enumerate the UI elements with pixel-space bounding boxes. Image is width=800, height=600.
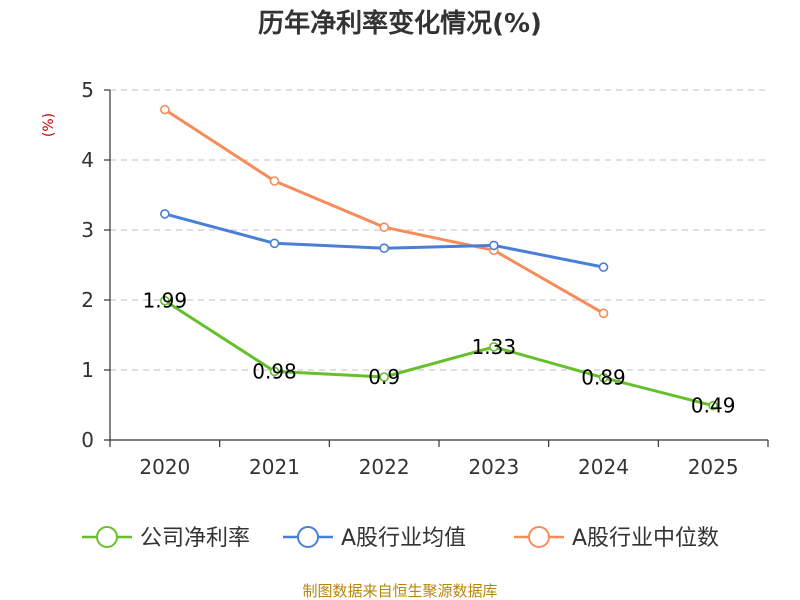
legend-marker xyxy=(297,526,319,548)
series-line-0 xyxy=(164,299,714,408)
data-point-1-2020 xyxy=(160,209,170,219)
y-axis-label: (%) xyxy=(41,113,57,137)
data-point-0-2021 xyxy=(269,366,280,377)
legend-label: A股行业均值 xyxy=(341,526,466,551)
data-label-2024: 0.89 xyxy=(581,366,626,390)
x-tick-label-2022: 2022 xyxy=(359,455,410,479)
series-group xyxy=(160,104,718,411)
legend[interactable]: 公司净利率 A股行业均值 A股行业中位数 xyxy=(82,526,719,551)
legend-item-0[interactable]: 公司净利率 xyxy=(82,526,250,551)
data-point-0-2024 xyxy=(598,372,609,383)
data-point-1-2024 xyxy=(598,262,609,272)
data-label-2022: 0.9 xyxy=(368,365,400,389)
data-labels: 1.99 0.98 0.9 1.33 0.89 0.49 xyxy=(143,289,736,418)
data-point-2-2024 xyxy=(598,308,609,319)
y-tick-label: 2 xyxy=(81,288,94,312)
source-footer: 制图数据来自恒生聚源数据库 xyxy=(302,582,497,600)
y-tick-label: 0 xyxy=(81,428,94,452)
series-line-1 xyxy=(164,212,604,269)
data-label-2020: 1.99 xyxy=(143,289,188,313)
data-point-2-2020 xyxy=(160,104,170,115)
data-point-0-2023 xyxy=(489,342,499,352)
series-line-2 xyxy=(164,108,605,315)
legend-label: A股行业中位数 xyxy=(572,526,719,551)
data-point-0-2022 xyxy=(379,372,389,382)
data-point-2-2021 xyxy=(269,176,280,186)
x-tick-label-2024: 2024 xyxy=(578,455,629,479)
y-tick-label: 5 xyxy=(81,78,94,102)
y-tick-label: 1 xyxy=(81,358,94,382)
x-tick-label-2023: 2023 xyxy=(468,455,519,479)
data-point-0-2025 xyxy=(708,400,718,411)
legend-item-1[interactable]: A股行业均值 xyxy=(283,526,466,551)
y-tick-label: 3 xyxy=(81,218,94,242)
legend-label: 公司净利率 xyxy=(140,526,250,551)
data-label-2023: 1.33 xyxy=(472,335,517,359)
chart-title: 历年净利率变化情况(%) xyxy=(258,8,542,39)
y-tick-label: 4 xyxy=(81,148,94,172)
data-point-1-2022 xyxy=(379,243,389,253)
x-tick-label-2025: 2025 xyxy=(688,455,739,479)
data-point-0-2020 xyxy=(160,295,170,306)
data-label-2021: 0.98 xyxy=(252,359,297,383)
axes: 0 1 2 3 4 5 2020 2021 2022 2023 2024 2025 xyxy=(81,78,769,479)
data-label-2025: 0.49 xyxy=(691,394,736,418)
data-point-1-2021 xyxy=(269,238,280,249)
data-point-2-2022 xyxy=(379,222,389,232)
x-tick-label-2021: 2021 xyxy=(249,455,300,479)
legend-item-2[interactable]: A股行业中位数 xyxy=(514,526,719,551)
data-point-1-2023 xyxy=(489,240,499,251)
legend-marker xyxy=(528,526,550,548)
x-tick-label-2020: 2020 xyxy=(139,455,190,479)
legend-marker xyxy=(96,526,118,548)
